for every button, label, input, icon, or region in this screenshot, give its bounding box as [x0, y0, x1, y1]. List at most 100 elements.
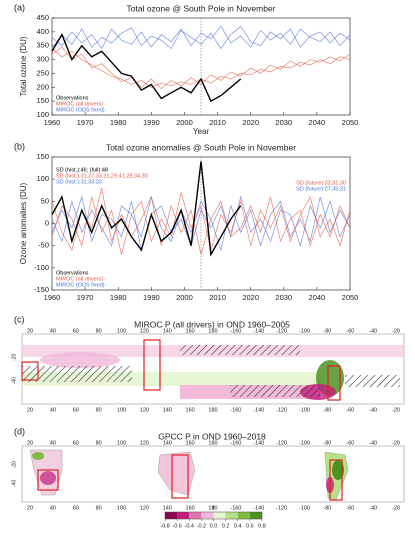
lon-label: -160 — [230, 407, 241, 413]
lon-label: 160 — [186, 407, 195, 413]
y-tick-label: 150 — [36, 96, 49, 105]
colorbar-label: r — [212, 505, 215, 512]
lat-label: -20 — [11, 354, 17, 361]
colorbar-segment — [213, 512, 226, 519]
y-axis-label: Total ozone (DU) — [19, 36, 28, 96]
lon-label: 180 — [208, 328, 217, 334]
colorbar-tick-label: 0.4 — [234, 523, 242, 529]
lon-label: 100 — [117, 505, 126, 511]
lon-label: 80 — [96, 328, 102, 334]
y-axis-label: Ozone anomalies (DU) — [19, 182, 28, 264]
annotation: SD (future):32,31,30 — [296, 180, 346, 186]
lon-label: 40 — [50, 328, 56, 334]
lon-label: -100 — [299, 505, 310, 511]
legend-label: Observations — [56, 95, 89, 101]
y-tick-label: -100 — [34, 263, 49, 272]
lon-label: -120 — [276, 505, 287, 511]
lon-label: -160 — [230, 505, 241, 511]
lat-label: -40 — [11, 480, 17, 487]
x-tick-label: 2000 — [176, 118, 193, 127]
y-tick-label: 50 — [41, 196, 49, 205]
colorbar-segment — [201, 512, 214, 519]
lon-label: 60 — [73, 440, 79, 446]
colorbar-tick-label: 0.2 — [222, 523, 230, 529]
series-line — [51, 46, 351, 90]
lon-label: -40 — [369, 328, 377, 334]
lon-label: -140 — [253, 505, 264, 511]
series-line — [51, 25, 351, 50]
y-tick-label: 450 — [36, 13, 49, 22]
x-tick-label: 1960 — [44, 293, 61, 302]
series-line — [51, 25, 351, 50]
lon-label: 80 — [96, 440, 102, 446]
lon-label: 120 — [140, 440, 149, 446]
y-tick-label: 350 — [36, 41, 49, 50]
x-tick-label: 1990 — [143, 293, 160, 302]
lon-label: 60 — [73, 407, 79, 413]
series-line — [51, 195, 351, 252]
lon-label: 20 — [27, 505, 33, 511]
y-tick-label: 100 — [36, 110, 49, 119]
lon-label: -20 — [392, 328, 400, 334]
annotation: SD (hist.):31,33,33 — [56, 179, 102, 185]
lon-label: 180 — [208, 505, 217, 511]
x-tick-label: 1980 — [110, 293, 127, 302]
legend-label: MIROC (ODS fixed) — [56, 107, 105, 113]
lon-label: 120 — [140, 407, 149, 413]
y-tick-label: 250 — [36, 68, 49, 77]
panel-label: (b) — [14, 141, 25, 151]
map-d — [21, 445, 405, 503]
chart-title: Total ozone @ South Pole in November — [127, 3, 276, 13]
panel-label: (a) — [14, 2, 25, 12]
y-tick-label: 300 — [36, 55, 49, 64]
x-tick-label: 1970 — [77, 293, 94, 302]
lon-label: -100 — [299, 407, 310, 413]
lon-label: 20 — [27, 440, 33, 446]
x-tick-label: 2050 — [342, 118, 359, 127]
chart-title: Total ozone anomalies @ South Pole in No… — [106, 142, 296, 152]
x-tick-label: 1980 — [110, 118, 127, 127]
lon-label: -100 — [299, 328, 310, 334]
x-tick-label: 1970 — [77, 118, 94, 127]
colorbar-tick-label: -0.4 — [185, 523, 194, 529]
y-tick-label: 400 — [36, 27, 49, 36]
lon-label: 120 — [140, 505, 149, 511]
lon-label: -20 — [392, 440, 400, 446]
annotation: SD (future):27,35,31 — [296, 186, 346, 192]
colorbar-segment — [165, 512, 178, 519]
colorbar-segment — [249, 512, 262, 519]
lon-label: -80 — [323, 440, 331, 446]
lon-label: -60 — [346, 328, 354, 334]
lon-label: -60 — [346, 440, 354, 446]
lon-label: -140 — [253, 328, 264, 334]
panel-label: (c) — [14, 314, 25, 324]
lon-label: -160 — [230, 328, 241, 334]
lon-label: 160 — [186, 440, 195, 446]
lon-label: 140 — [163, 440, 172, 446]
lon-label: -140 — [253, 440, 264, 446]
lon-label: 40 — [50, 407, 56, 413]
lon-label: -20 — [392, 407, 400, 413]
lon-label: 180 — [208, 407, 217, 413]
colorbar-tick-label: -0.8 — [160, 523, 169, 529]
lat-label: -40 — [11, 377, 17, 384]
x-tick-label: 2020 — [242, 118, 259, 127]
x-axis-label: Year — [193, 127, 210, 136]
lon-label: -40 — [369, 505, 377, 511]
lon-label: -120 — [276, 440, 287, 446]
series-line — [51, 161, 242, 257]
lon-label: 100 — [117, 328, 126, 334]
lon-label: 40 — [50, 505, 56, 511]
lon-label: 60 — [73, 505, 79, 511]
series-line — [51, 33, 242, 103]
lon-label: -80 — [323, 505, 331, 511]
map-title: GPCC P in OND 1960–2018 — [158, 431, 266, 441]
x-tick-label: 2000 — [176, 293, 193, 302]
series-line — [51, 195, 351, 251]
lon-label: 80 — [96, 407, 102, 413]
colorbar-segment — [177, 512, 190, 519]
map-title: MIROC P (all drivers) in OND 1960–2005 — [134, 319, 290, 329]
lon-label: -160 — [230, 440, 241, 446]
annotation: SD (hist.):46; (full):48 — [56, 167, 108, 173]
y-tick-label: 200 — [36, 82, 49, 91]
